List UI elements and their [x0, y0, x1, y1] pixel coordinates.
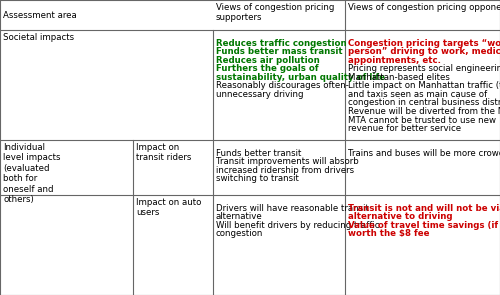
Text: revenue for better service: revenue for better service [348, 124, 461, 133]
Text: congestion in central business district): congestion in central business district) [348, 99, 500, 107]
Text: Individual
level impacts
(evaluated
both for
oneself and
others): Individual level impacts (evaluated both… [3, 143, 60, 204]
Text: Views of congestion pricing
supporters: Views of congestion pricing supporters [216, 3, 334, 22]
Text: Revenue will be diverted from the MTA: Revenue will be diverted from the MTA [348, 107, 500, 116]
Text: Manhattan-based elites: Manhattan-based elites [348, 73, 450, 82]
Text: switching to transit: switching to transit [216, 174, 299, 183]
Text: Little impact on Manhattan traffic (trucks: Little impact on Manhattan traffic (truc… [348, 81, 500, 90]
Text: alternative to driving: alternative to driving [348, 212, 453, 221]
Text: unnecessary driving: unnecessary driving [216, 90, 304, 99]
Text: Funds better transit: Funds better transit [216, 149, 302, 158]
Text: Reasonably discourages often-: Reasonably discourages often- [216, 81, 349, 90]
Text: alternative: alternative [216, 212, 263, 221]
Text: Drivers will have reasonable transit: Drivers will have reasonable transit [216, 204, 369, 213]
Text: Assessment area: Assessment area [3, 11, 77, 19]
Text: Trains and buses will be more crowded: Trains and buses will be more crowded [348, 149, 500, 158]
Text: Funds better mass transit: Funds better mass transit [216, 47, 342, 56]
Text: Transit is not and will not be viable: Transit is not and will not be viable [348, 204, 500, 213]
Text: Societal impacts: Societal impacts [3, 33, 74, 42]
Text: Impact on auto
users: Impact on auto users [136, 198, 202, 217]
Text: Reduces air pollution: Reduces air pollution [216, 56, 320, 65]
Text: Will benefit drivers by reducing traffic: Will benefit drivers by reducing traffic [216, 221, 380, 230]
Text: Transit improvements will absorb: Transit improvements will absorb [216, 157, 359, 166]
Text: Reduces traffic congestion: Reduces traffic congestion [216, 39, 346, 47]
Text: appointments, etc.: appointments, etc. [348, 56, 441, 65]
Text: Impact on
transit riders: Impact on transit riders [136, 143, 192, 163]
Text: Views of congestion pricing opponents: Views of congestion pricing opponents [348, 3, 500, 12]
Text: increased ridership from drivers: increased ridership from drivers [216, 166, 354, 175]
Text: sustainability, urban quality of life: sustainability, urban quality of life [216, 73, 385, 82]
Text: Furthers the goals of: Furthers the goals of [216, 64, 318, 73]
Text: Value of travel time savings (if any) not: Value of travel time savings (if any) no… [348, 221, 500, 230]
Text: Pricing represents social engineering by: Pricing represents social engineering by [348, 64, 500, 73]
Text: and taxis seen as main cause of: and taxis seen as main cause of [348, 90, 487, 99]
Text: person” driving to work, medical: person” driving to work, medical [348, 47, 500, 56]
Text: MTA cannot be trusted to use new: MTA cannot be trusted to use new [348, 116, 496, 124]
Text: congestion: congestion [216, 229, 264, 238]
Text: Congestion pricing targets “working: Congestion pricing targets “working [348, 39, 500, 47]
Text: worth the $8 fee: worth the $8 fee [348, 229, 430, 238]
